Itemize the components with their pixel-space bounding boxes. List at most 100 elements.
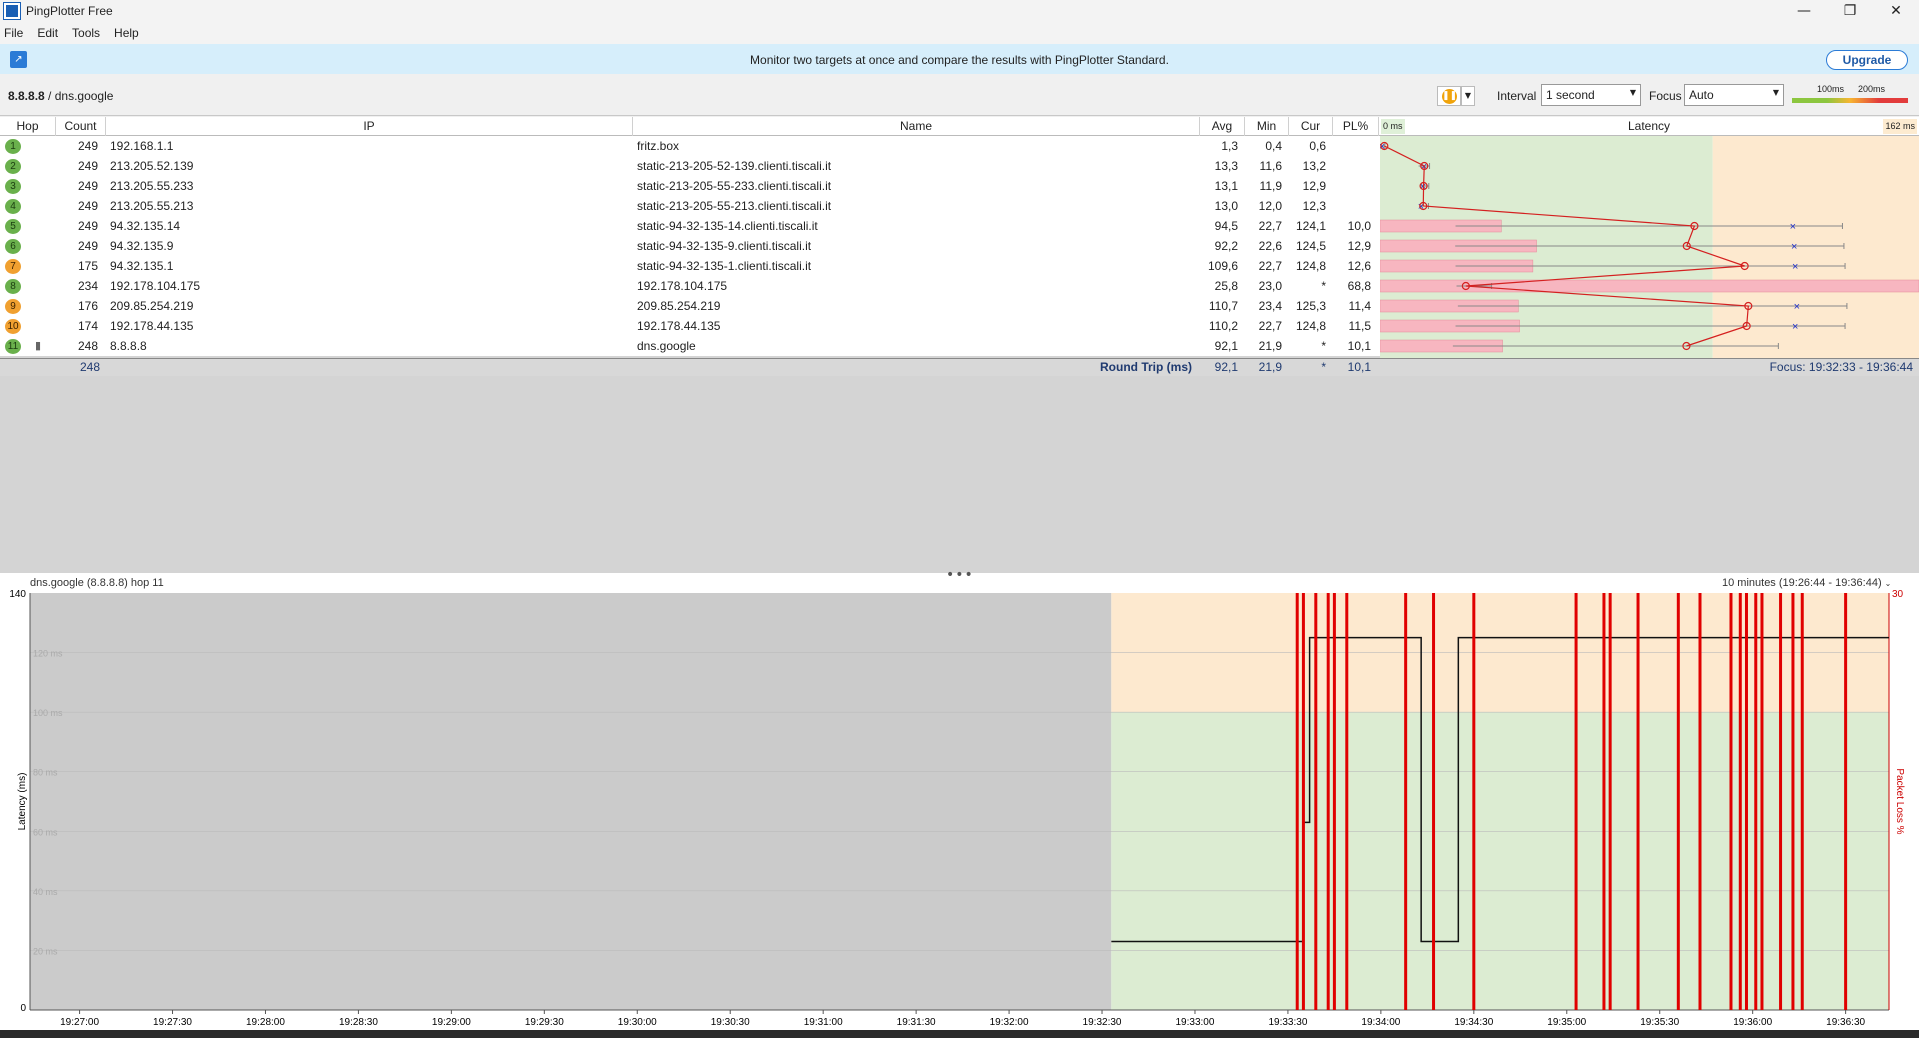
hop-min: 21,9: [1258, 339, 1282, 353]
x-tick-label: 19:35:30: [1640, 1017, 1679, 1028]
hop-count: 248: [77, 339, 98, 353]
maximize-button[interactable]: ❐: [1843, 3, 1857, 19]
hop-pl: [1333, 136, 1371, 156]
menu-file[interactable]: File: [4, 26, 24, 40]
table-row[interactable]: 3 249 213.205.55.233 static-213-205-55-233.…: [0, 176, 1380, 196]
target-ip: 8.8.8.8: [8, 89, 45, 103]
hop-number: 7: [5, 259, 21, 274]
graph-time-range[interactable]: 10 minutes (19:26:44 - 19:36:44) ⌄: [1722, 577, 1891, 589]
x-tick-label: 19:27:00: [60, 1017, 99, 1028]
menu-edit[interactable]: Edit: [37, 26, 59, 40]
avg-latency-point: [1419, 181, 1428, 191]
table-row[interactable]: 1 249 192.168.1.1 fritz.box 1,3 0,4 0,6: [0, 136, 1380, 156]
current-latency-marker: ×: [1380, 141, 1385, 153]
splitter-handle-icon[interactable]: •••: [946, 567, 974, 583]
hop-avg: 1,3: [1221, 139, 1238, 153]
summary-row: 248 Round Trip (ms) 92,1 21,9 * 10,1 Foc…: [0, 358, 1919, 376]
table-row[interactable]: 4 249 213.205.55.213 static-213-205-55-213.…: [0, 196, 1380, 216]
menu-bar: File Edit Tools Help: [0, 22, 1919, 44]
focus-select[interactable]: Auto ▼: [1684, 84, 1784, 106]
col-ip[interactable]: IP: [106, 117, 633, 136]
upgrade-button[interactable]: Upgrade: [1826, 50, 1908, 70]
hop-name: static-94-32-135-1.clienti.tiscali.it: [637, 259, 812, 273]
x-tick-label: 19:29:30: [525, 1017, 564, 1028]
table-row[interactable]: 11 ▮ 248 8.8.8.8 dns.google 92,1 21,9 * 10,1: [0, 336, 1380, 356]
avg-latency-point: [1690, 221, 1699, 231]
hop-pl: 11,5: [1348, 319, 1371, 333]
x-tick-label: 19:29:00: [432, 1017, 471, 1028]
menu-tools[interactable]: Tools: [72, 26, 101, 40]
upgrade-banner: ↗ Monitor two targets at once and compar…: [0, 44, 1919, 74]
hop-count: 234: [77, 279, 98, 293]
hop-cur: 124,8: [1295, 259, 1326, 273]
y2-axis-max: 30: [1892, 589, 1904, 600]
y-tick-label: 40 ms: [33, 887, 58, 897]
y-axis-min: 0: [20, 1003, 26, 1014]
col-hop[interactable]: Hop: [0, 117, 56, 136]
hop-min: 0,4: [1265, 139, 1282, 153]
graph-title: dns.google (8.8.8.8) hop 11: [30, 577, 164, 589]
hop-min: 11,6: [1259, 159, 1282, 173]
table-row[interactable]: 2 249 213.205.52.139 static-213-205-52-139.…: [0, 156, 1380, 176]
y-axis-max: 140: [9, 589, 26, 600]
hop-name: 192.178.44.135: [637, 319, 721, 333]
avg-latency-point: [1380, 141, 1389, 151]
table-row[interactable]: 5 249 94.32.135.14 static-94-32-135-14.clie…: [0, 216, 1380, 236]
latency-timeline-chart: 120 ms 100 ms 80 ms 60 ms 40 ms 20 ms 140 0 30 La…: [9, 589, 1905, 1028]
scale-gradient: [1792, 98, 1908, 103]
hop-pl: [1333, 196, 1371, 216]
col-latency[interactable]: Latency 0 ms 162 ms: [1379, 117, 1919, 136]
close-button[interactable]: ✕: [1890, 3, 1902, 19]
hop-pl: 11,4: [1348, 299, 1371, 313]
hop-number: 3: [5, 179, 21, 194]
hop-avg: 110,7: [1208, 299, 1238, 313]
pause-dropdown-button[interactable]: ▼: [1461, 86, 1475, 106]
current-latency-marker: ×: [1791, 241, 1797, 253]
x-tick-label: 19:27:30: [153, 1017, 192, 1028]
trace-table: Hop Count IP Name Avg Min Cur PL% Latenc…: [0, 117, 1919, 573]
x-tick-label: 19:32:30: [1083, 1017, 1122, 1028]
hop-cur: *: [1321, 279, 1326, 293]
latency-min-label: 0 ms: [1381, 119, 1405, 134]
col-cur[interactable]: Cur: [1289, 117, 1333, 136]
current-latency-marker: ×: [1420, 181, 1426, 193]
graph-toggle-icon[interactable]: ▮: [35, 339, 42, 352]
menu-help[interactable]: Help: [114, 26, 139, 40]
table-row[interactable]: 9 176 209.85.254.219 209.85.254.219 110,7 23,…: [0, 296, 1380, 316]
table-row[interactable]: 6 249 94.32.135.9 static-94-32-135-9.client…: [0, 236, 1380, 256]
minimize-button[interactable]: —: [1797, 3, 1811, 19]
y-axis-label: Latency (ms): [17, 773, 28, 831]
hop-avg: 110,2: [1208, 319, 1238, 333]
banner-text: Monitor two targets at once and compare …: [750, 53, 1169, 67]
table-row[interactable]: 7 175 94.32.135.1 static-94-32-135-1.client…: [0, 256, 1380, 276]
hop-cur: 12,3: [1302, 199, 1326, 213]
col-pl[interactable]: PL%: [1333, 117, 1379, 136]
x-tick-label: 19:30:30: [711, 1017, 750, 1028]
col-name[interactable]: Name: [633, 117, 1200, 136]
hop-avg: 13,0: [1214, 199, 1238, 213]
no-data-region: [30, 593, 1112, 1010]
col-avg[interactable]: Avg: [1200, 117, 1245, 136]
table-row[interactable]: 10 174 192.178.44.135 192.178.44.135 110,2 22…: [0, 316, 1380, 336]
hop-avg: 109,6: [1207, 259, 1238, 273]
hop-min: 23,0: [1258, 279, 1282, 293]
col-count[interactable]: Count: [56, 117, 106, 136]
hop-ip: 94.32.135.14: [110, 219, 181, 233]
hop-ip: 213.205.52.139: [110, 159, 194, 173]
hop-number: 10: [5, 319, 21, 334]
col-min[interactable]: Min: [1245, 117, 1289, 136]
taskbar-strip: [0, 1030, 1919, 1038]
toolbar: 8.8.8.8 / dns.google ❚❚ ▼ Interval 1 sec…: [0, 74, 1919, 116]
x-tick-label: 19:28:30: [339, 1017, 378, 1028]
hop-count: 174: [77, 319, 98, 333]
target-label: 8.8.8.8 / dns.google: [8, 89, 113, 103]
table-row[interactable]: 8 234 192.178.104.175 192.178.104.175 25,8 23…: [0, 276, 1380, 296]
hop-cur: 13,2: [1302, 159, 1326, 173]
hop-name: static-213-205-55-213.clienti.tiscali.it: [637, 199, 832, 213]
hop-min: 22,7: [1258, 319, 1282, 333]
pause-button[interactable]: ❚❚: [1437, 86, 1461, 106]
hop-ip: 192.168.1.1: [110, 139, 174, 153]
summary-avg: 92,1: [1214, 360, 1238, 374]
hop-pl: 10,1: [1347, 339, 1371, 353]
interval-select[interactable]: 1 second ▼: [1541, 84, 1641, 106]
